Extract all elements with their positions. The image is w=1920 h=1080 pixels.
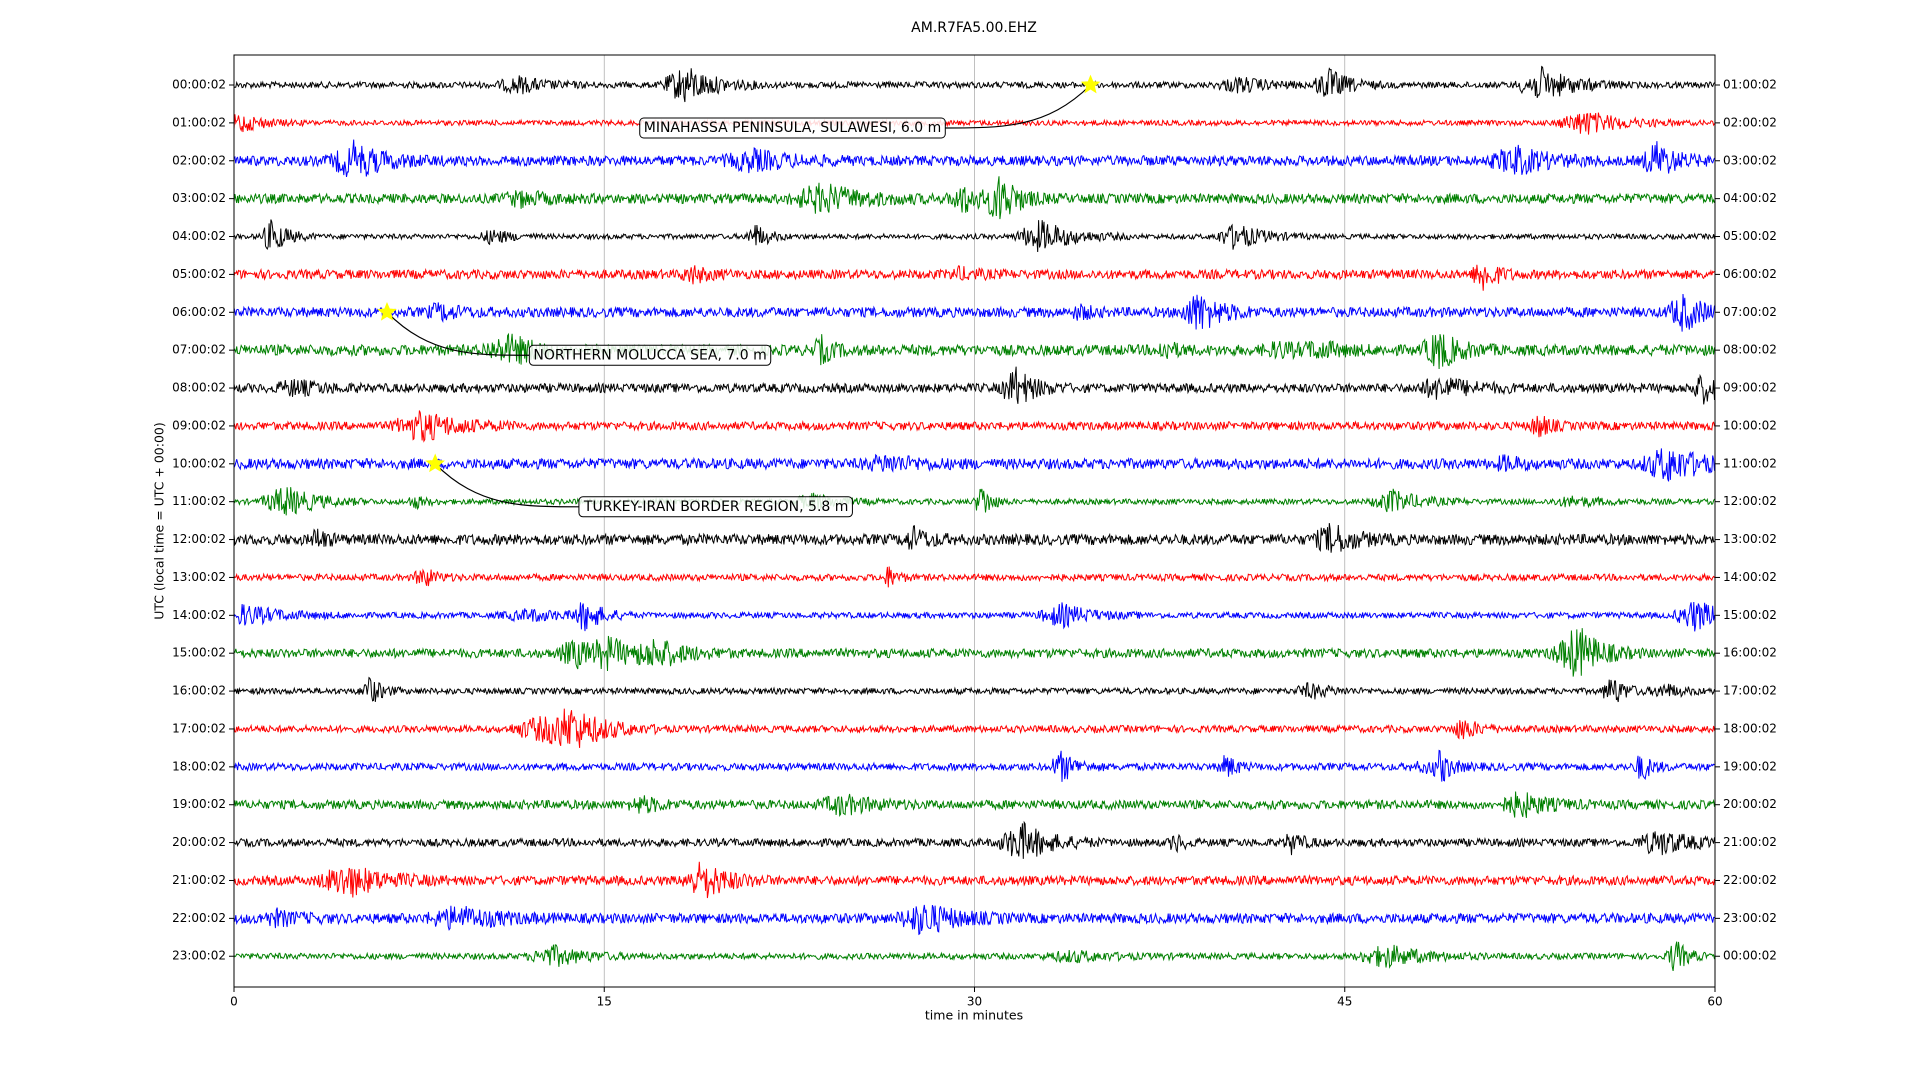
y-tick-label: 04:00:02 [172, 229, 226, 243]
chart-title: AM.R7FA5.00.EHZ [911, 20, 1037, 36]
y-tick-label: 11:00:02 [172, 494, 226, 508]
event-annotation: MINAHASSA PENINSULA, SULAWESI, 6.0 m [639, 84, 1091, 139]
y2-tick-label: 09:00:02 [1723, 381, 1777, 395]
event-star [425, 453, 445, 473]
y-tick-label: 18:00:02 [172, 759, 226, 773]
event-annotation: TURKEY-IRAN BORDER REGION, 5.8 m [434, 463, 853, 518]
y-tick-label: 10:00:02 [172, 456, 226, 470]
y-tick-label: 21:00:02 [172, 873, 226, 887]
seismic-trace [233, 293, 1715, 332]
x-tick-label: 30 [967, 995, 982, 1009]
x-tick-label: 45 [1337, 995, 1352, 1009]
y2-tick-label: 04:00:02 [1723, 191, 1777, 205]
x-tick-label: 15 [597, 995, 612, 1009]
y2-tick-label: 00:00:02 [1723, 949, 1777, 963]
y2-tick-label: 10:00:02 [1723, 418, 1777, 432]
y-tick-label: 17:00:02 [172, 721, 226, 735]
seismic-trace [233, 487, 1715, 516]
event-label: MINAHASSA PENINSULA, SULAWESI, 6.0 m [644, 120, 942, 136]
plot-frame [233, 54, 1716, 988]
y2-tick-label: 01:00:02 [1723, 78, 1777, 92]
seismic-trace [233, 219, 1715, 253]
seismic-trace [233, 176, 1715, 220]
y2-tick-label: 07:00:02 [1723, 305, 1777, 319]
y2-tick-label: 11:00:02 [1723, 456, 1777, 470]
x-axis-label: time in minutes [925, 1008, 1023, 1023]
seismic-trace [233, 601, 1715, 632]
y2-tick-label: 23:00:02 [1723, 911, 1777, 925]
y2-tick-label: 08:00:02 [1723, 343, 1777, 357]
seismic-trace [233, 566, 1715, 588]
x-tick-label: 60 [1707, 995, 1722, 1009]
label-box [528, 344, 772, 366]
y-axis-label: UTC (local time = UTC + 00:00) [152, 422, 167, 620]
event-star [1080, 74, 1101, 94]
y2-tick-label: 02:00:02 [1723, 115, 1777, 129]
y-tick-label: 23:00:02 [172, 949, 226, 963]
seismic-trace [233, 749, 1715, 782]
y-tick-label: 14:00:02 [172, 608, 226, 622]
y2-tick-label: 20:00:02 [1723, 797, 1777, 811]
seismic-trace [233, 264, 1715, 291]
seismic-trace [233, 332, 1715, 370]
y-tick-label: 12:00:02 [172, 532, 226, 546]
y-tick-label: 06:00:02 [172, 305, 226, 319]
y2-tick-label: 13:00:02 [1723, 532, 1777, 546]
event-label: NORTHERN MOLUCCA SEA, 7.0 m [533, 347, 766, 363]
y2-tick-label: 22:00:02 [1723, 873, 1777, 887]
y-tick-label: 05:00:02 [172, 267, 226, 281]
seismic-trace [233, 791, 1715, 818]
y-tick-label: 02:00:02 [172, 153, 226, 167]
y2-tick-label: 03:00:02 [1723, 153, 1777, 167]
y-tick-label: 22:00:02 [172, 911, 226, 925]
y2-tick-label: 05:00:02 [1723, 229, 1777, 243]
event-label: TURKEY-IRAN BORDER REGION, 5.8 m [583, 499, 849, 515]
y-tick-label: 07:00:02 [172, 343, 226, 357]
y-tick-label: 20:00:02 [172, 835, 226, 849]
seismic-trace [233, 628, 1715, 677]
y2-tick-label: 18:00:02 [1723, 721, 1777, 735]
seismic-trace [233, 861, 1715, 899]
y-tick-label: 16:00:02 [172, 684, 226, 698]
seismic-trace [233, 523, 1715, 553]
y-tick-label: 13:00:02 [172, 570, 226, 584]
y-tick-label: 03:00:02 [172, 191, 226, 205]
y2-tick-label: 14:00:02 [1723, 570, 1777, 584]
seismic-trace [233, 139, 1715, 177]
label-box [578, 496, 853, 518]
y2-tick-label: 16:00:02 [1723, 646, 1777, 660]
seismic-trace [233, 708, 1715, 748]
seismic-trace [233, 65, 1715, 103]
seismic-trace [233, 904, 1715, 936]
y2-tick-label: 19:00:02 [1723, 759, 1777, 773]
y2-tick-label: 12:00:02 [1723, 494, 1777, 508]
leader-line [434, 463, 579, 508]
y2-tick-label: 21:00:02 [1723, 835, 1777, 849]
y2-tick-label: 15:00:02 [1723, 608, 1777, 622]
seismic-trace [233, 676, 1715, 703]
y-tick-label: 08:00:02 [172, 381, 226, 395]
leader-line [945, 84, 1091, 129]
event-annotation: NORTHERN MOLUCCA SEA, 7.0 m [386, 311, 772, 366]
event-star [377, 301, 397, 321]
y-tick-label: 19:00:02 [172, 797, 226, 811]
seismic-trace [233, 448, 1715, 482]
leader-line [386, 311, 530, 356]
seismic-trace [233, 112, 1715, 135]
seismic-trace [233, 410, 1715, 443]
x-tick-label: 0 [230, 995, 238, 1009]
y2-tick-label: 17:00:02 [1723, 684, 1777, 698]
y-tick-label: 00:00:02 [172, 78, 226, 92]
label-box [639, 117, 946, 139]
seismic-trace [233, 366, 1715, 405]
seismic-trace [233, 941, 1715, 972]
y-tick-label: 09:00:02 [172, 418, 226, 432]
y-tick-label: 15:00:02 [172, 646, 226, 660]
seismic-trace [233, 820, 1715, 859]
y2-tick-label: 06:00:02 [1723, 267, 1777, 281]
y-tick-label: 01:00:02 [172, 115, 226, 129]
